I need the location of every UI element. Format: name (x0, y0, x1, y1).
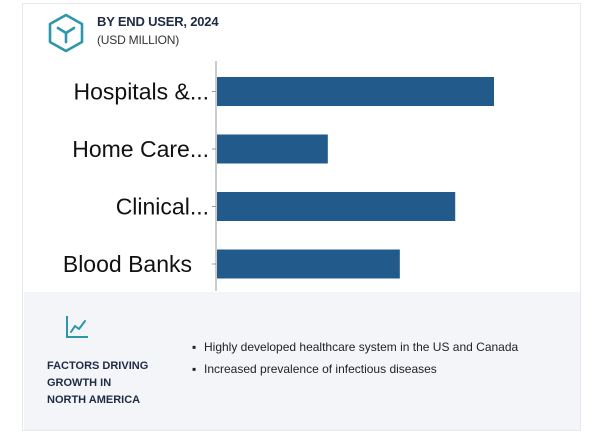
factors-label: FACTORS DRIVING GROWTH IN NORTH AMERICA (47, 360, 149, 406)
category-label: Clinical... (116, 194, 209, 220)
bar (217, 134, 328, 164)
bullet-dot: ▪ (192, 362, 197, 376)
factor-text: Increased prevalence of infectious disea… (204, 362, 437, 376)
category-label: Hospitals &... (74, 79, 210, 105)
factor-text: Highly developed healthcare system in th… (204, 340, 519, 354)
chart-title: BY END USER, 2024 (97, 14, 219, 29)
bar-chart: Hospitals &... Home Care... Clinical... Blo… (63, 61, 494, 291)
factors-list: ▪ Highly developed healthcare system in … (192, 339, 567, 383)
footer-panel (24, 292, 580, 430)
cube-icon (48, 13, 84, 53)
trend-chart-icon (66, 316, 88, 338)
category-label: Blood Banks (63, 251, 192, 277)
bar (217, 249, 400, 279)
bar (217, 192, 456, 221)
category-label: Home Care... (72, 136, 209, 162)
factor-item: ▪ Increased prevalence of infectious dis… (192, 361, 567, 377)
bar (217, 77, 494, 106)
chart-subtitle: (USD MILLION) (97, 33, 180, 47)
bullet-dot: ▪ (192, 340, 197, 354)
factor-item: ▪ Highly developed healthcare system in … (192, 339, 567, 355)
